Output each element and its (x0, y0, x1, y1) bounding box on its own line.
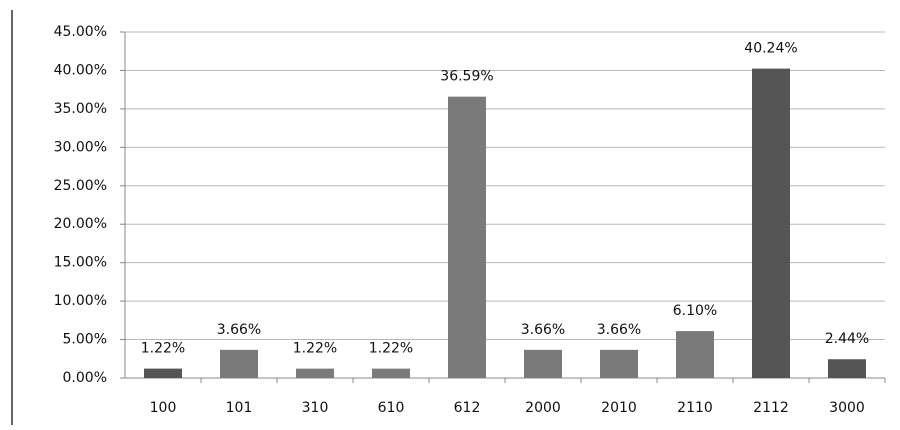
x-tick-label: 101 (226, 400, 253, 416)
bar (524, 349, 562, 378)
y-tick-label: 35.00% (54, 101, 107, 117)
value-label: 1.22% (141, 341, 185, 357)
bar (600, 349, 638, 378)
y-tick-label: 5.00% (63, 332, 107, 348)
x-tick-label: 2000 (525, 400, 561, 416)
y-tick-label: 30.00% (54, 139, 107, 155)
bar (144, 368, 182, 378)
bar (676, 331, 714, 378)
bar (752, 68, 790, 378)
bar (372, 368, 410, 378)
value-label: 3.66% (597, 322, 641, 338)
bar (220, 349, 258, 378)
bar (448, 96, 486, 378)
x-tick-label: 3000 (829, 400, 865, 416)
x-tick-label: 2010 (601, 400, 637, 416)
y-tick-label: 25.00% (54, 178, 107, 194)
y-tick-label: 20.00% (54, 216, 107, 232)
value-label: 40.24% (744, 41, 797, 57)
bar (828, 359, 866, 378)
y-tick-label: 40.00% (54, 62, 107, 78)
value-label: 36.59% (440, 69, 493, 85)
x-tick-label: 612 (454, 400, 481, 416)
bar (296, 368, 334, 378)
y-tick-label: 0.00% (63, 370, 107, 386)
x-tick-label: 2112 (753, 400, 789, 416)
value-label: 3.66% (521, 322, 565, 338)
x-tick-label: 310 (302, 400, 329, 416)
y-tick-label: 15.00% (54, 255, 107, 271)
value-label: 2.44% (825, 331, 869, 347)
x-tick-label: 2110 (677, 400, 713, 416)
x-tick-label: 100 (150, 400, 177, 416)
value-label: 3.66% (217, 322, 261, 338)
value-label: 1.22% (293, 341, 337, 357)
x-tick-label: 610 (378, 400, 405, 416)
y-tick-label: 45.00% (54, 24, 107, 40)
value-label: 6.10% (673, 303, 717, 319)
y-tick-label: 10.00% (54, 293, 107, 309)
value-label: 1.22% (369, 341, 413, 357)
